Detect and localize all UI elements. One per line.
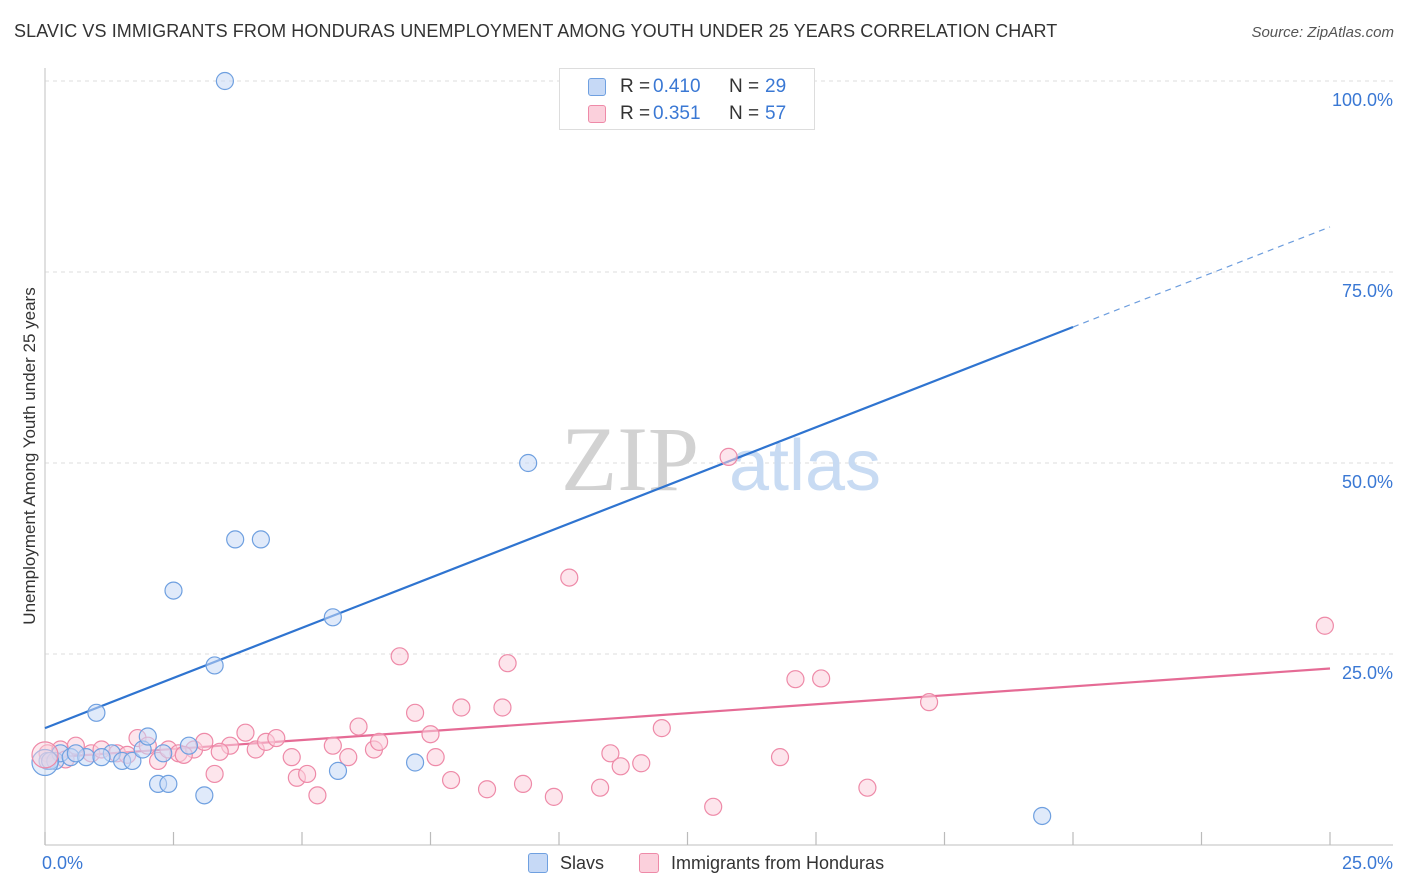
data-point [236, 723, 255, 742]
n-value: 57 [765, 103, 787, 124]
grid-lines [45, 80, 1393, 655]
data-point [1033, 806, 1052, 826]
data-point [405, 703, 425, 722]
data-point [544, 787, 563, 806]
legend-swatch-slavs [528, 853, 548, 873]
data-point-large [31, 741, 59, 769]
data-point [426, 748, 445, 767]
data-point [405, 753, 425, 772]
data-point [92, 748, 111, 767]
data-point [498, 654, 517, 673]
legend-swatch-honduras [639, 853, 659, 873]
tick-labels: 25.0% 50.0% 75.0% 100.0% 0.0% 25.0% [42, 90, 1393, 873]
data-point [421, 725, 440, 744]
data-point [719, 447, 738, 466]
axes [44, 68, 1393, 846]
data-point [308, 786, 327, 805]
data-point [123, 751, 142, 771]
data-point [226, 530, 245, 549]
data-point [282, 748, 301, 767]
data-point [441, 770, 461, 790]
data-point [652, 719, 671, 738]
data-point [159, 774, 178, 793]
data-point [812, 669, 831, 688]
data-point [215, 71, 234, 91]
data-point [452, 698, 471, 717]
data-point [591, 778, 610, 797]
data-point [328, 761, 348, 780]
data-point [195, 732, 214, 751]
data-point [298, 764, 317, 784]
n-label: N = [729, 103, 760, 124]
x-tick-label: 0.0% [42, 853, 83, 873]
data-point [179, 736, 199, 755]
data-point [205, 656, 224, 675]
slavs-swatch [588, 78, 606, 96]
data-point [704, 797, 723, 816]
data-point [138, 727, 157, 746]
watermark-atlas: atlas [729, 426, 881, 506]
data-point [560, 568, 579, 587]
data-point [87, 703, 106, 722]
legend-label-honduras: Immigrants from Honduras [671, 853, 885, 873]
data-point [601, 744, 620, 763]
n-value: 29 [765, 76, 787, 97]
data-point [210, 742, 229, 761]
data-point [195, 786, 214, 805]
data-point [493, 698, 512, 717]
legend-label-slavs: Slavs [560, 853, 605, 873]
data-point [41, 751, 60, 771]
r-value: 0.410 [653, 76, 701, 97]
data-point [1315, 616, 1334, 635]
trend-line-extension [1072, 226, 1331, 328]
data-point [323, 608, 342, 627]
source-label: Source: ZipAtlas.com [1251, 24, 1394, 41]
data-point [251, 530, 270, 549]
data-point [323, 736, 342, 755]
data-point [349, 717, 368, 736]
data-point [205, 764, 224, 784]
data-point [390, 647, 409, 666]
chart-title: SLAVIC VS IMMIGRANTS FROM HONDURAS UNEMP… [14, 21, 1058, 41]
data-point [164, 581, 183, 600]
x-tick-label: 25.0% [1342, 853, 1393, 873]
data-point [770, 748, 790, 767]
data-point [519, 453, 538, 473]
watermark-zip: ZIP [561, 408, 699, 510]
y-tick-label: 100.0% [1332, 90, 1393, 110]
data-point [370, 732, 389, 751]
y-tick-label: 50.0% [1342, 472, 1393, 492]
data-point [154, 744, 173, 763]
data-point [513, 774, 533, 793]
data-point-large [31, 748, 59, 777]
stats-legend: R = 0.410 N = 29 R = 0.351 N = 57 [559, 68, 815, 130]
y-tick-label: 75.0% [1342, 281, 1393, 301]
watermark: ZIP atlas [561, 408, 881, 510]
data-point [919, 693, 939, 712]
trend-line [44, 325, 1074, 730]
data-point [786, 670, 805, 689]
data-point [66, 744, 85, 763]
r-value: 0.351 [653, 103, 701, 124]
honduras-swatch [588, 105, 606, 123]
data-points [31, 71, 1334, 826]
data-point [267, 728, 286, 748]
r-label: R = [620, 76, 651, 97]
data-point [632, 754, 651, 773]
data-point [339, 748, 358, 767]
n-label: N = [729, 76, 760, 97]
r-label: R = [620, 103, 651, 124]
data-point [477, 780, 497, 799]
data-point [611, 757, 630, 776]
y-tick-label: 25.0% [1342, 663, 1393, 683]
data-point [858, 778, 877, 797]
